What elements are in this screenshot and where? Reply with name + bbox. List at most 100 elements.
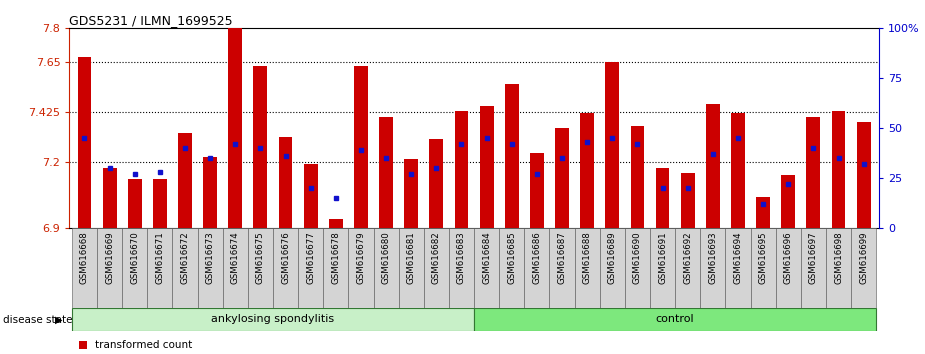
Text: GSM616694: GSM616694: [734, 232, 743, 284]
Bar: [750, 228, 776, 308]
Text: GSM616691: GSM616691: [658, 232, 667, 284]
Bar: [223, 228, 248, 308]
Bar: [128, 179, 142, 228]
Bar: [480, 106, 494, 228]
Text: GSM616698: GSM616698: [834, 232, 843, 284]
Bar: [706, 104, 720, 228]
Text: GSM616688: GSM616688: [583, 232, 592, 284]
Bar: [122, 228, 147, 308]
Text: GSM616693: GSM616693: [709, 232, 718, 284]
Bar: [204, 157, 217, 228]
Bar: [248, 228, 273, 308]
Bar: [857, 122, 870, 228]
Text: GSM616676: GSM616676: [281, 232, 290, 284]
Bar: [323, 228, 349, 308]
Text: GSM616696: GSM616696: [783, 232, 793, 284]
Text: GSM616678: GSM616678: [331, 232, 340, 284]
Text: control: control: [656, 314, 695, 325]
Text: GSM616697: GSM616697: [808, 232, 818, 284]
Bar: [454, 110, 468, 228]
Text: GSM616686: GSM616686: [533, 232, 541, 284]
Bar: [782, 175, 796, 228]
Bar: [549, 228, 574, 308]
Bar: [776, 228, 801, 308]
Legend: transformed count, percentile rank within the sample: transformed count, percentile rank withi…: [75, 336, 276, 354]
Bar: [757, 197, 770, 228]
Bar: [449, 228, 474, 308]
Bar: [349, 228, 374, 308]
Bar: [329, 219, 343, 228]
Bar: [374, 228, 399, 308]
Text: GSM616671: GSM616671: [155, 232, 165, 284]
Bar: [731, 113, 745, 228]
Bar: [580, 113, 594, 228]
Text: GSM616669: GSM616669: [105, 232, 114, 284]
Text: GSM616683: GSM616683: [457, 232, 466, 284]
Bar: [228, 28, 242, 228]
Text: GSM616674: GSM616674: [230, 232, 240, 284]
Bar: [851, 228, 876, 308]
Bar: [801, 228, 826, 308]
Text: GSM616679: GSM616679: [356, 232, 365, 284]
Bar: [555, 129, 569, 228]
Text: GSM616673: GSM616673: [205, 232, 215, 284]
Text: GSM616699: GSM616699: [859, 232, 869, 284]
Bar: [399, 228, 424, 308]
Text: ankylosing spondylitis: ankylosing spondylitis: [212, 314, 335, 325]
Bar: [278, 137, 292, 228]
Bar: [599, 228, 625, 308]
Bar: [179, 133, 191, 228]
Bar: [826, 228, 851, 308]
Bar: [424, 228, 449, 308]
Bar: [832, 110, 845, 228]
Bar: [103, 169, 117, 228]
Text: GSM616689: GSM616689: [608, 232, 617, 284]
Text: GSM616668: GSM616668: [80, 232, 89, 284]
Text: GDS5231 / ILMN_1699525: GDS5231 / ILMN_1699525: [69, 14, 233, 27]
Bar: [631, 126, 645, 228]
Text: GSM616681: GSM616681: [407, 232, 415, 284]
Text: GSM616680: GSM616680: [382, 232, 390, 284]
Bar: [72, 308, 474, 331]
Bar: [725, 228, 750, 308]
Text: disease state: disease state: [3, 315, 72, 325]
Text: GSM616695: GSM616695: [758, 232, 768, 284]
Bar: [298, 228, 323, 308]
Bar: [429, 139, 443, 228]
Bar: [404, 159, 418, 228]
Bar: [505, 84, 519, 228]
Bar: [72, 228, 97, 308]
Bar: [574, 228, 599, 308]
Text: GSM616687: GSM616687: [558, 232, 566, 284]
Bar: [273, 228, 298, 308]
Bar: [354, 66, 368, 228]
Text: GSM616672: GSM616672: [180, 232, 190, 284]
Text: GSM616670: GSM616670: [130, 232, 140, 284]
Bar: [147, 228, 172, 308]
Text: GSM616682: GSM616682: [432, 232, 441, 284]
Text: GSM616677: GSM616677: [306, 232, 315, 284]
Text: GSM616690: GSM616690: [633, 232, 642, 284]
Bar: [681, 173, 695, 228]
Bar: [303, 164, 317, 228]
Bar: [78, 57, 92, 228]
Text: ▶: ▶: [56, 315, 63, 325]
Bar: [253, 66, 267, 228]
Bar: [524, 228, 549, 308]
Bar: [153, 179, 166, 228]
Bar: [198, 228, 223, 308]
Bar: [474, 228, 500, 308]
Bar: [474, 308, 876, 331]
Bar: [675, 228, 700, 308]
Text: GSM616692: GSM616692: [684, 232, 692, 284]
Bar: [625, 228, 650, 308]
Text: GSM616675: GSM616675: [256, 232, 265, 284]
Bar: [700, 228, 725, 308]
Bar: [530, 153, 544, 228]
Bar: [656, 169, 670, 228]
Bar: [605, 62, 619, 228]
Bar: [807, 117, 820, 228]
Bar: [97, 228, 122, 308]
Bar: [650, 228, 675, 308]
Bar: [500, 228, 524, 308]
